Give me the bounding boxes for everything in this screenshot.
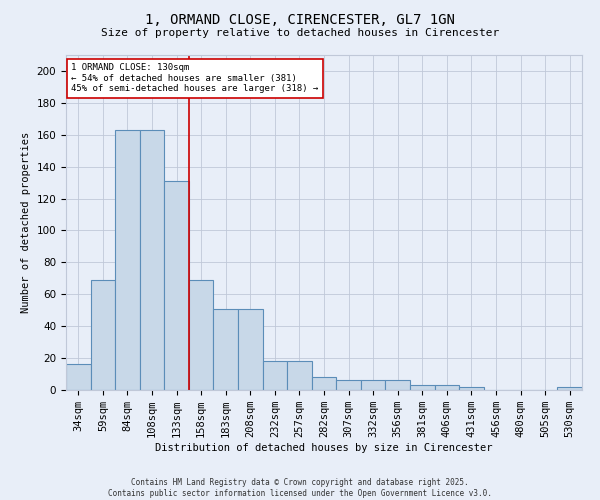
Bar <box>140 130 164 390</box>
Bar <box>459 387 484 390</box>
Y-axis label: Number of detached properties: Number of detached properties <box>21 132 31 313</box>
Bar <box>361 380 385 390</box>
Bar <box>336 380 361 390</box>
Bar <box>385 380 410 390</box>
Text: 1 ORMAND CLOSE: 130sqm
← 54% of detached houses are smaller (381)
45% of semi-de: 1 ORMAND CLOSE: 130sqm ← 54% of detached… <box>71 64 319 93</box>
Text: 1, ORMAND CLOSE, CIRENCESTER, GL7 1GN: 1, ORMAND CLOSE, CIRENCESTER, GL7 1GN <box>145 12 455 26</box>
Text: Contains HM Land Registry data © Crown copyright and database right 2025.
Contai: Contains HM Land Registry data © Crown c… <box>108 478 492 498</box>
Bar <box>287 362 312 390</box>
Bar <box>91 280 115 390</box>
Bar <box>557 387 582 390</box>
Text: Size of property relative to detached houses in Cirencester: Size of property relative to detached ho… <box>101 28 499 38</box>
Bar <box>263 362 287 390</box>
Bar <box>434 385 459 390</box>
Bar <box>410 385 434 390</box>
Bar <box>214 308 238 390</box>
Bar <box>238 308 263 390</box>
Bar <box>115 130 140 390</box>
X-axis label: Distribution of detached houses by size in Cirencester: Distribution of detached houses by size … <box>155 443 493 453</box>
Bar <box>312 377 336 390</box>
Bar <box>66 364 91 390</box>
Bar <box>189 280 214 390</box>
Bar <box>164 181 189 390</box>
